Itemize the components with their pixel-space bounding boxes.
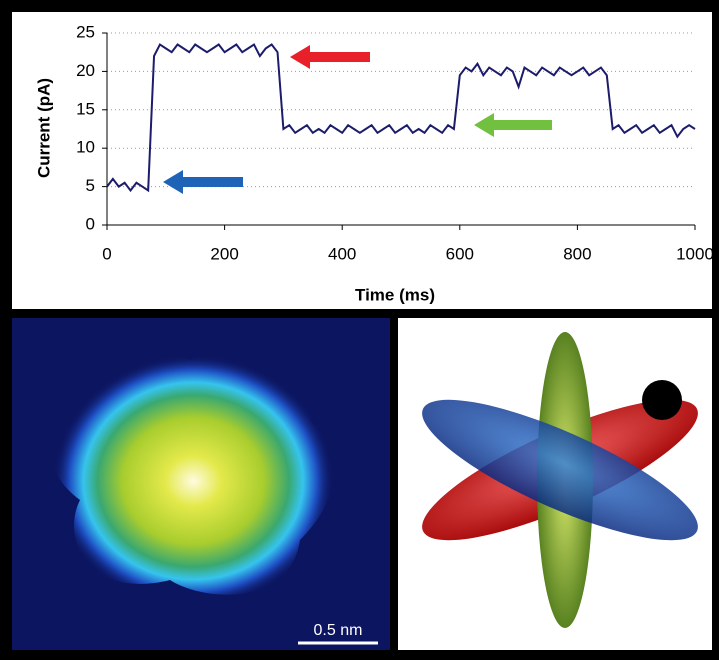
- y-tick-label: 15: [76, 99, 95, 118]
- arrows: [163, 45, 552, 194]
- x-tick-label: 1000: [676, 244, 714, 263]
- y-tick-label: 5: [86, 176, 95, 195]
- y-tick-label: 20: [76, 61, 95, 80]
- red-arrow: [290, 45, 370, 69]
- blue-lobe: [422, 399, 698, 541]
- y-tick-label: 25: [76, 22, 95, 41]
- stm-molecule: [52, 342, 335, 595]
- x-tick-label: 600: [446, 244, 474, 263]
- y-axis-label: Current (pA): [34, 78, 53, 178]
- y-tick-label: 10: [76, 138, 95, 157]
- x-tick-label: 0: [102, 244, 111, 263]
- x-tick-label: 200: [210, 244, 238, 263]
- x-tick-label: 800: [563, 244, 591, 263]
- atom: [642, 380, 682, 420]
- x-axis-label: Time (ms): [355, 285, 435, 304]
- blue-arrow: [163, 170, 243, 194]
- y-tick-label: 0: [86, 214, 95, 233]
- plot: 0 5 10 15 20 25 0 200 400 600 800 1000: [76, 22, 714, 263]
- scale-bar-label: 0.5 nm: [314, 622, 363, 639]
- green-arrow: [474, 113, 552, 137]
- x-tick-label: 400: [328, 244, 356, 263]
- data-line: [106, 43, 696, 193]
